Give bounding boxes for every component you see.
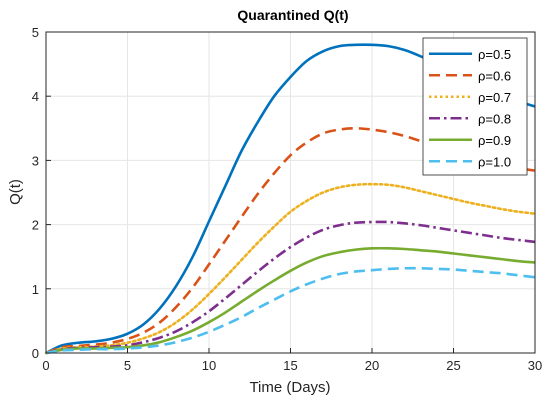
y-axis-label: Q(t): [7, 179, 24, 205]
axis-ticks: 0 5 10 15 20 25 30 0 1 2 3 4 5: [32, 25, 542, 373]
series-line-4: [45, 220, 536, 355]
y-tick-label: 2: [32, 218, 39, 233]
series-line-5: [45, 246, 536, 355]
y-tick-label: 1: [32, 282, 39, 297]
series-line-3: [44, 182, 537, 355]
x-tick-label: 0: [42, 358, 49, 373]
series-line-2: [45, 126, 536, 355]
y-tick-label: 4: [32, 89, 39, 104]
x-tick-label: 25: [446, 358, 460, 373]
legend-label: ρ=0.7: [478, 90, 511, 105]
legend-label: ρ=0.5: [478, 47, 511, 62]
series-line-6: [45, 266, 536, 355]
y-tick-label: 5: [32, 25, 39, 40]
legend-box: [422, 37, 528, 176]
x-tick-label: 15: [283, 358, 297, 373]
x-axis-label: Time (Days): [249, 379, 330, 396]
x-tick-label: 10: [202, 358, 216, 373]
legend-label: ρ=0.9: [478, 133, 511, 148]
legend-label: ρ=1.0: [478, 154, 511, 169]
legend: ρ=0.5 ρ=0.6 ρ=0.7 ρ=0.8 ρ=0.9 ρ=1.0: [422, 37, 528, 176]
chart-title: Quarantined Q(t): [237, 7, 348, 23]
legend-label: ρ=0.6: [478, 68, 511, 83]
x-tick-label: 5: [124, 358, 131, 373]
x-tick-label: 20: [365, 358, 379, 373]
y-tick-label: 0: [32, 346, 39, 361]
y-tick-label: 3: [32, 153, 39, 168]
legend-label: ρ=0.8: [478, 111, 511, 126]
x-tick-label: 30: [528, 358, 542, 373]
